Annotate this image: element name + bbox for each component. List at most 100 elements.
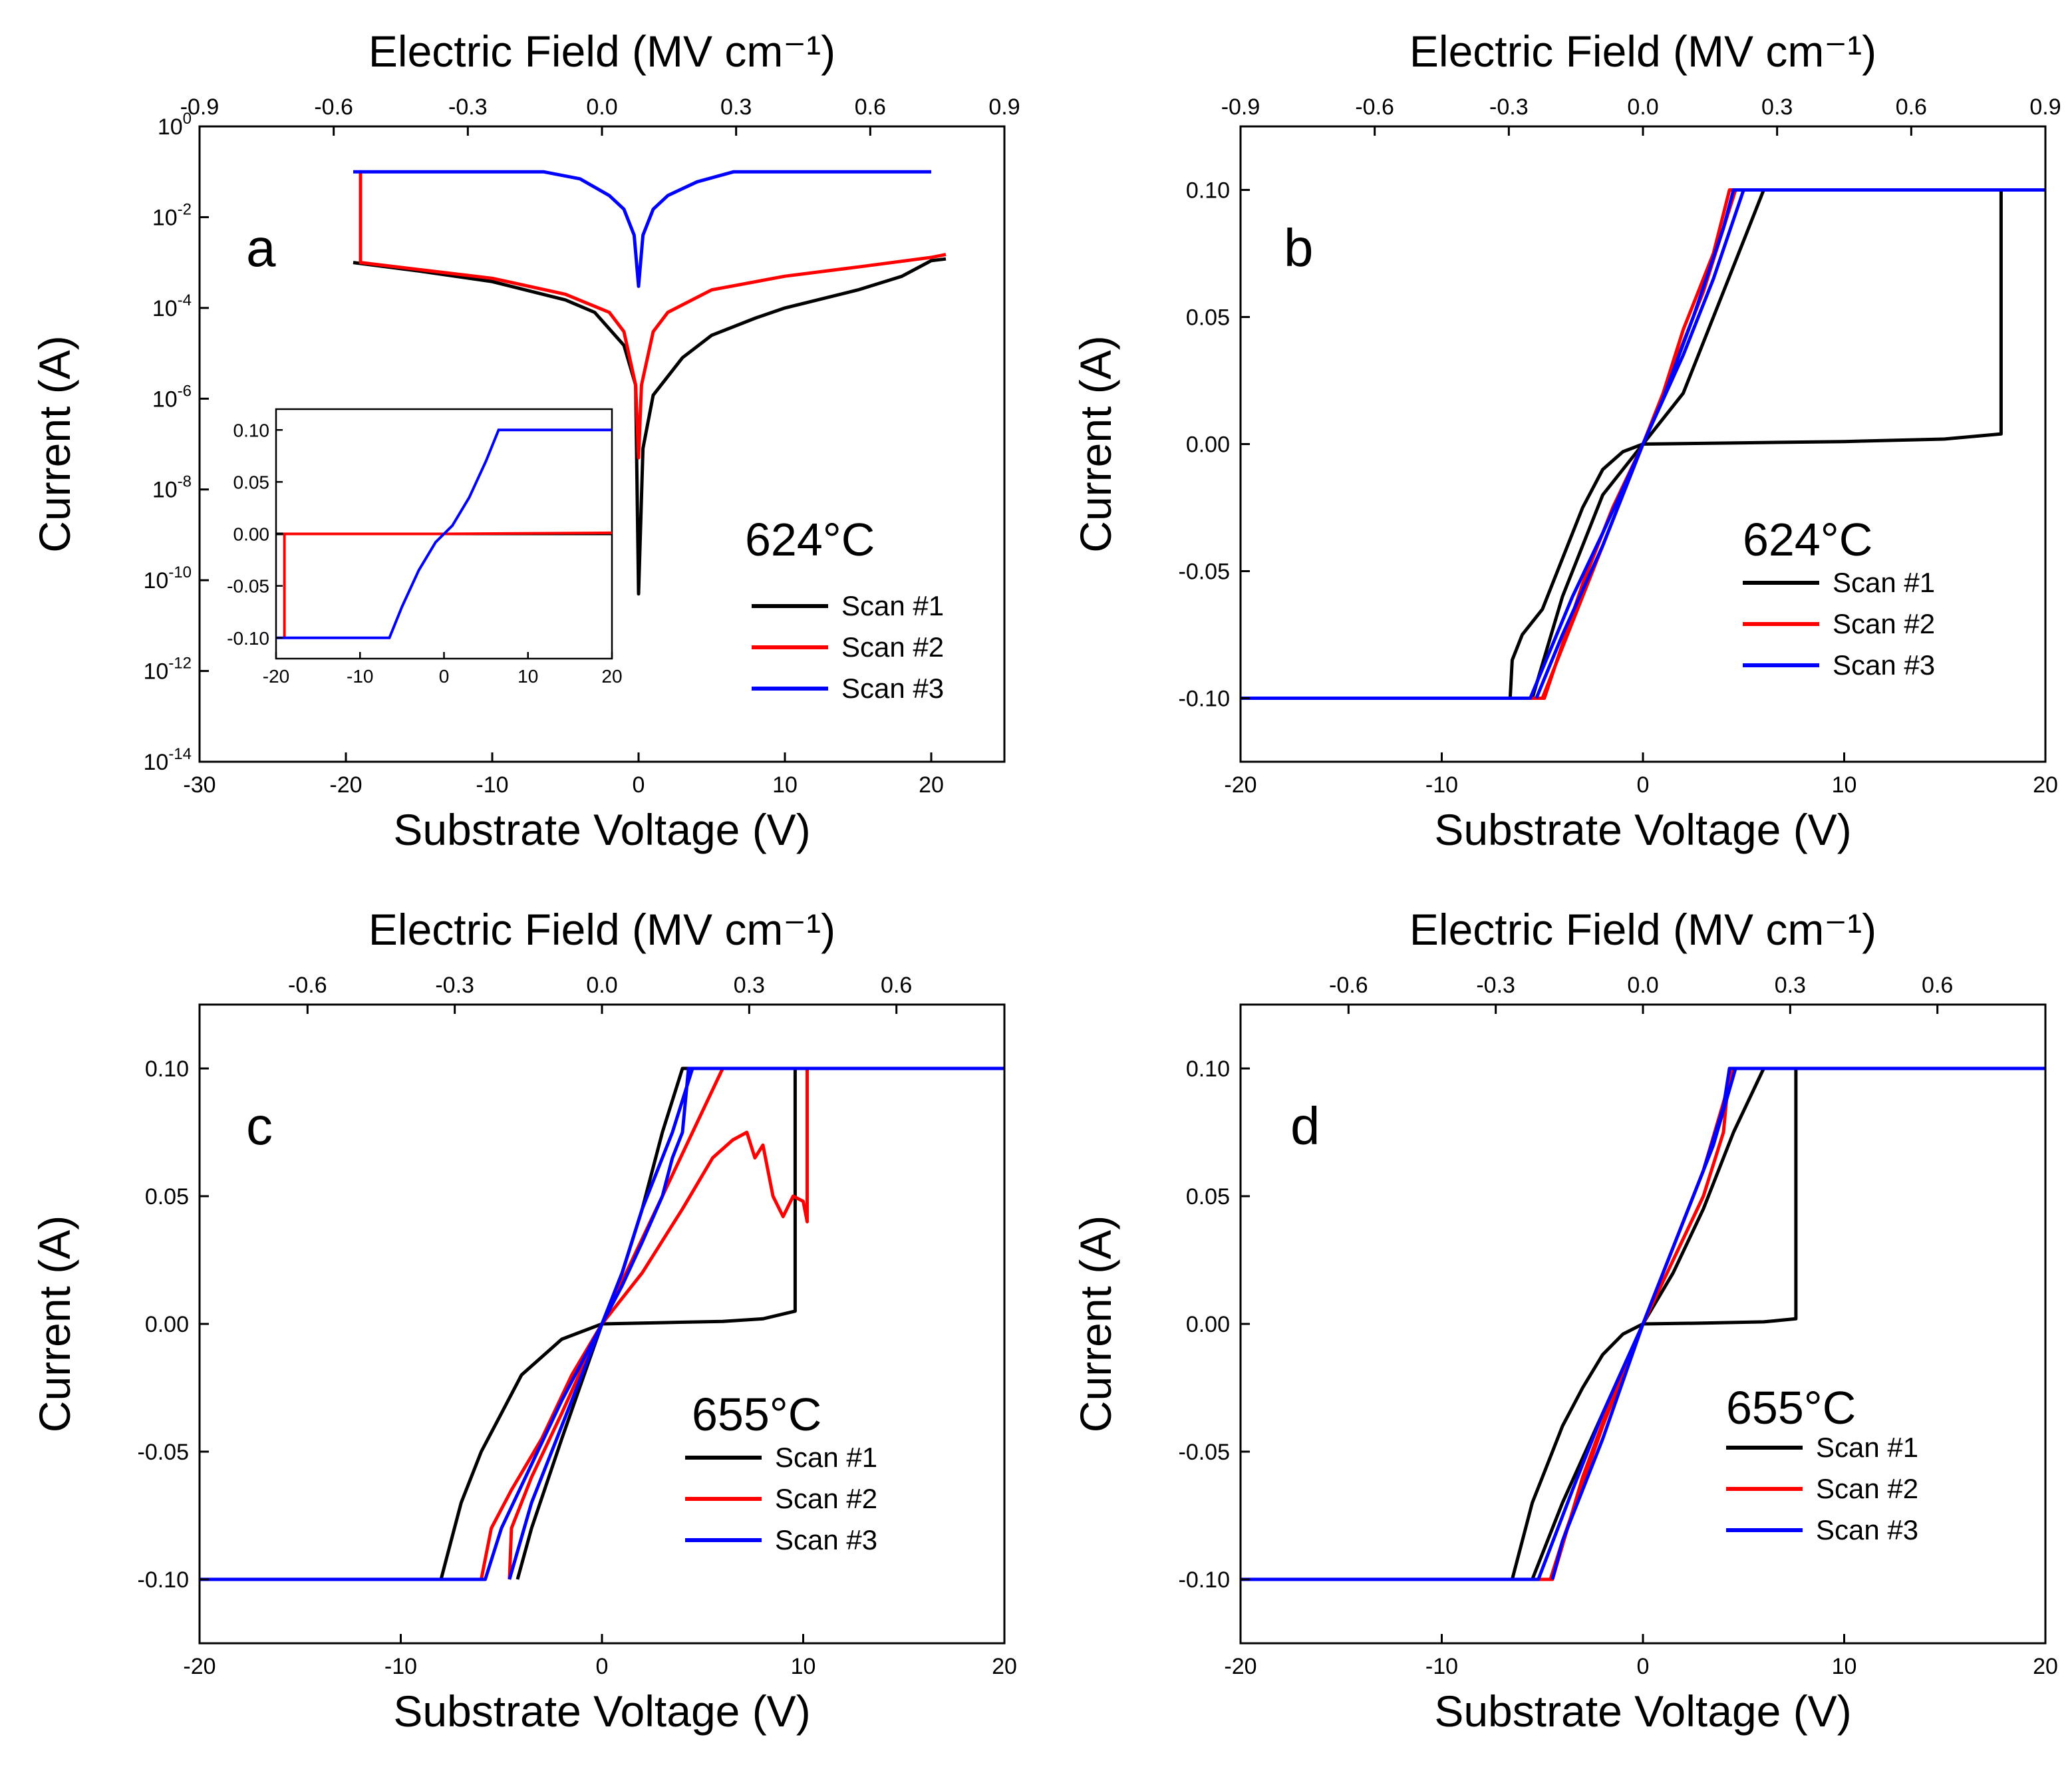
inset-y-tick-label: 0.10 <box>233 420 270 440</box>
top-x-tick-label: -0.9 <box>180 94 220 120</box>
x-tick-label: -10 <box>1425 772 1458 798</box>
top-x-tick-label: 0.0 <box>1627 973 1658 998</box>
series-line-scan3 <box>353 170 931 288</box>
inset-x-tick-label: 20 <box>601 666 622 687</box>
x-tick-label: 10 <box>791 1654 816 1679</box>
y-tick-label: 10-10 <box>143 563 192 593</box>
y-tick-label: 10-4 <box>152 291 192 321</box>
top-x-tick-label: -0.3 <box>1476 973 1515 998</box>
x-tick-label: 0 <box>1637 772 1650 798</box>
top-x-tick-label: 0.0 <box>586 973 617 998</box>
inset-x-tick-label: 0 <box>439 666 450 687</box>
temperature-label: 655°C <box>692 1388 821 1440</box>
x-axis-title: Substrate Voltage (V) <box>1434 1686 1851 1736</box>
x-tick-label: 10 <box>1832 772 1857 798</box>
x-tick-label: 20 <box>919 772 944 798</box>
temperature-label: 624°C <box>1743 514 1872 565</box>
x-tick-label: 20 <box>2033 772 2058 798</box>
legend: Scan #1 Scan #2 Scan #3 <box>1726 1432 1918 1545</box>
legend: Scan #1 Scan #2 Scan #3 <box>752 590 944 704</box>
series-line-scan2 <box>359 170 947 460</box>
y-axis-title: Current (A) <box>30 335 79 552</box>
legend: Scan #1 Scan #2 Scan #3 <box>685 1442 877 1555</box>
top-x-axis-title: Electric Field (MV cm⁻¹) <box>1409 27 1876 76</box>
top-x-tick-label: -0.6 <box>1355 94 1394 120</box>
y-tick-label: 0.00 <box>145 1312 189 1337</box>
legend-entry: Scan #3 <box>1816 1514 1918 1545</box>
inset-x-tick-label: -20 <box>263 666 289 687</box>
y-tick-label: 0.10 <box>145 1056 189 1082</box>
y-tick-label: 0.05 <box>1186 305 1230 331</box>
panel-a: -30 -20 -10 0 10 20 -0.9 -0.6 -0.3 0.0 0.3 0.6 0.9 10… <box>30 27 1020 854</box>
panel-b: -20 -10 0 10 20 -0.9 -0.6 -0.3 0.0 0.3 0.6 0.9 0.10 0… <box>1071 27 2061 854</box>
legend-entry: Scan #2 <box>1833 608 1935 639</box>
plot-area <box>200 1066 1004 1581</box>
top-x-tick-label: 0.0 <box>586 94 617 120</box>
y-tick-label: 10-12 <box>143 655 192 685</box>
top-x-tick-label: -0.6 <box>288 973 327 998</box>
panel-label: d <box>1290 1096 1320 1156</box>
panel-label: c <box>246 1096 273 1156</box>
x-axis-title: Substrate Voltage (V) <box>393 1686 810 1736</box>
top-x-tick-label: 0.9 <box>988 94 1020 120</box>
inset-series-line-scan2 <box>283 531 612 638</box>
x-tick-label: -20 <box>183 1654 216 1679</box>
plot-area <box>1241 188 2045 700</box>
y-tick-label: 0.05 <box>1186 1184 1230 1209</box>
y-tick-label: -0.10 <box>1179 687 1231 712</box>
x-tick-label: -10 <box>384 1654 417 1679</box>
x-tick-label: 0 <box>596 1654 609 1679</box>
y-tick-label: 10-14 <box>143 745 192 775</box>
series-line-scan1 <box>353 257 947 596</box>
top-x-tick-label: -0.3 <box>1489 94 1529 120</box>
inset-y-tick-label: 0.05 <box>233 472 270 492</box>
y-tick-label: -0.10 <box>1179 1567 1231 1593</box>
top-x-tick-label: -0.9 <box>1221 94 1260 120</box>
temperature-label: 624°C <box>745 514 875 565</box>
top-x-tick-label: 0.3 <box>734 973 765 998</box>
top-x-axis-title: Electric Field (MV cm⁻¹) <box>369 27 835 76</box>
top-x-tick-label: 0.3 <box>720 94 752 120</box>
series-line-scan3 <box>1241 188 2045 700</box>
panel-label: b <box>1284 218 1314 277</box>
legend: Scan #1 Scan #2 Scan #3 <box>1743 567 1935 681</box>
series-line-scan3 <box>200 1066 1004 1581</box>
legend-entry: Scan #3 <box>775 1524 877 1555</box>
y-axis-title: Current (A) <box>1071 1215 1120 1432</box>
top-x-tick-label: 0.6 <box>1896 94 1927 120</box>
top-x-axis-title: Electric Field (MV cm⁻¹) <box>369 905 835 954</box>
top-x-tick-label: 0.6 <box>855 94 886 120</box>
legend-entry: Scan #2 <box>841 631 944 663</box>
y-tick-label: -0.05 <box>1179 1440 1231 1465</box>
inset-y-tick-label: 0.00 <box>233 524 270 545</box>
x-tick-label: 10 <box>772 772 798 798</box>
top-x-tick-label: 0.0 <box>1627 94 1658 120</box>
legend-entry: Scan #3 <box>841 673 944 704</box>
top-x-axis-title: Electric Field (MV cm⁻¹) <box>1409 905 1876 954</box>
x-tick-label: -20 <box>329 772 362 798</box>
top-x-tick-label: 0.9 <box>2029 94 2061 120</box>
x-tick-label: 10 <box>1832 1654 1857 1679</box>
x-tick-label: -20 <box>1224 1654 1257 1679</box>
y-tick-label: 0.10 <box>1186 178 1230 204</box>
series-line-scan1 <box>1241 188 2045 700</box>
top-x-tick-label: 0.6 <box>1922 973 1953 998</box>
top-x-tick-label: -0.3 <box>448 94 488 120</box>
x-tick-label: 0 <box>1637 1654 1650 1679</box>
y-tick-label: -0.05 <box>1179 560 1231 585</box>
x-tick-label: 0 <box>633 772 645 798</box>
top-x-tick-label: -0.3 <box>435 973 474 998</box>
top-x-tick-label: -0.6 <box>314 94 353 120</box>
y-tick-label: -0.10 <box>138 1567 190 1593</box>
top-x-tick-label: 0.3 <box>1775 973 1806 998</box>
y-tick-label: 0.00 <box>1186 1312 1230 1337</box>
top-x-tick-label: 0.6 <box>881 973 912 998</box>
y-tick-label: 10-8 <box>152 473 192 503</box>
series-line-scan2 <box>200 1066 1004 1581</box>
legend-entry: Scan #3 <box>1833 649 1935 681</box>
top-x-tick-label: 0.3 <box>1761 94 1793 120</box>
inset-plot-area <box>276 428 612 639</box>
y-tick-label: 0.10 <box>1186 1056 1230 1082</box>
plot-area <box>353 170 947 596</box>
